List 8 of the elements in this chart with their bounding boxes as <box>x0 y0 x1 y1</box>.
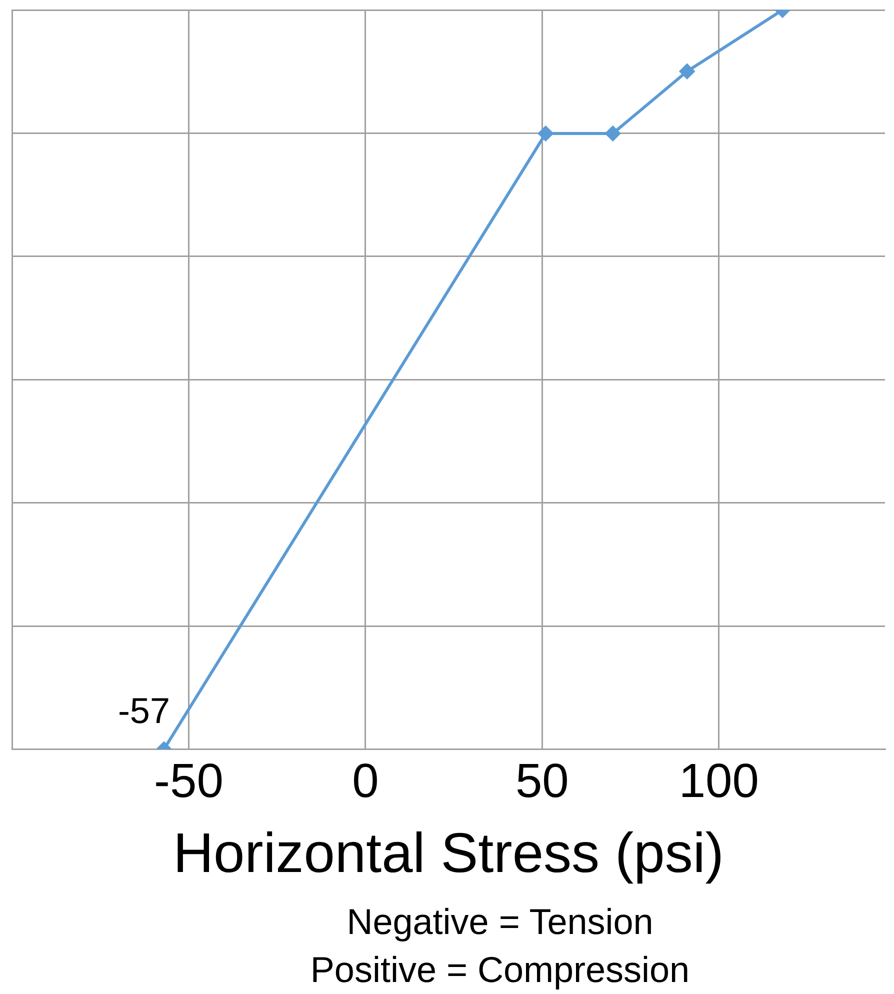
text: Positive = Compression <box>310 948 690 990</box>
x-tick-label: 100 <box>678 755 759 808</box>
x-axis-title: Horizontal Stress (psi) <box>173 820 724 884</box>
x-tick-label: 50 <box>515 755 569 808</box>
text: Negative = Tension <box>346 900 654 942</box>
x-tick-label: -50 <box>154 755 224 808</box>
annotation: -57 <box>118 690 170 732</box>
x-tick-label: 0 <box>352 755 379 808</box>
